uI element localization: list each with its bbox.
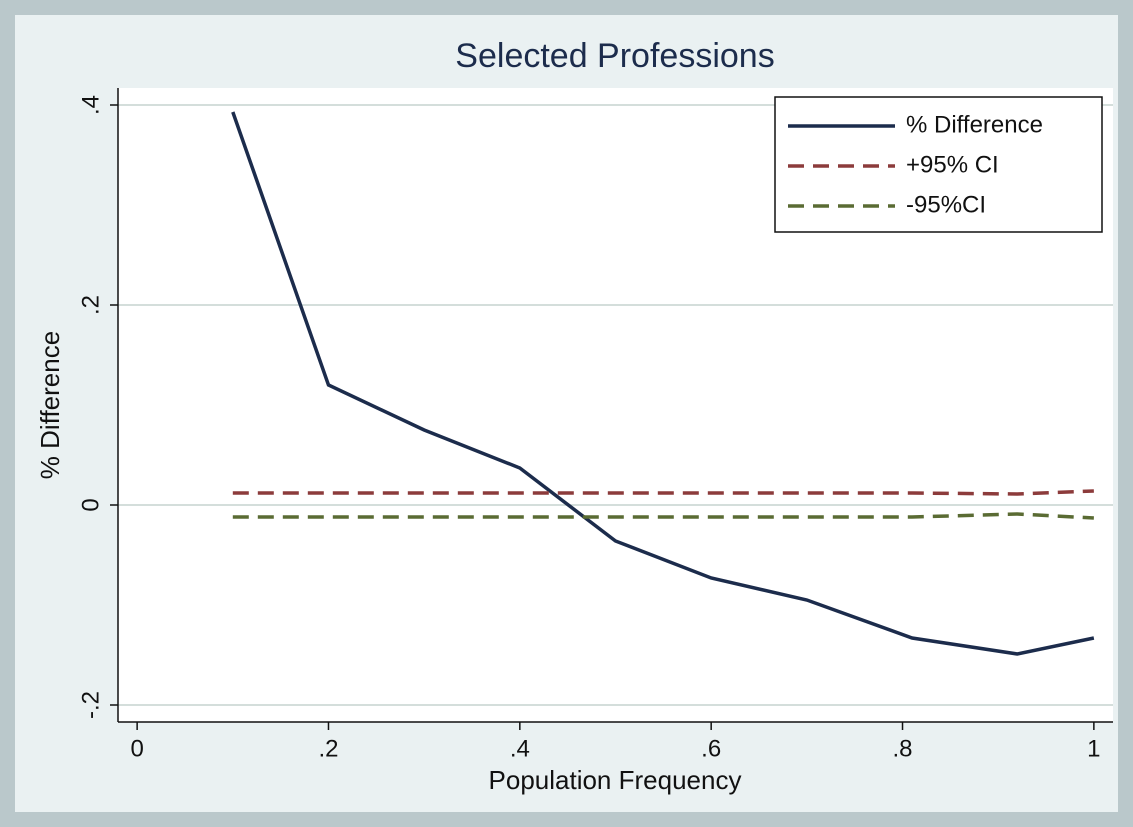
series-line xyxy=(232,512,1094,520)
legend-label: % Difference xyxy=(906,111,1043,138)
x-tick-label: .4 xyxy=(510,735,530,762)
x-tick-label: .6 xyxy=(701,735,721,762)
y-tick-label: .4 xyxy=(77,95,104,115)
x-tick-label: 1 xyxy=(1087,735,1100,762)
x-tick-label: .8 xyxy=(893,735,913,762)
legend-label: -95%CI xyxy=(906,191,986,218)
x-tick-label: 0 xyxy=(130,735,143,762)
legend-box xyxy=(774,96,1103,233)
y-axis-label: % Difference xyxy=(35,331,65,479)
legend-label: +95% CI xyxy=(906,151,999,178)
y-tick-label: -.2 xyxy=(77,691,104,719)
series-line xyxy=(231,111,1095,656)
series-line xyxy=(232,489,1094,496)
y-tick-label: 0 xyxy=(77,498,104,511)
x-axis-label: Population Frequency xyxy=(489,765,742,795)
x-tick-label: .2 xyxy=(318,735,338,762)
chart-title: Selected Professions xyxy=(455,37,774,75)
y-tick-label: .2 xyxy=(77,295,104,315)
